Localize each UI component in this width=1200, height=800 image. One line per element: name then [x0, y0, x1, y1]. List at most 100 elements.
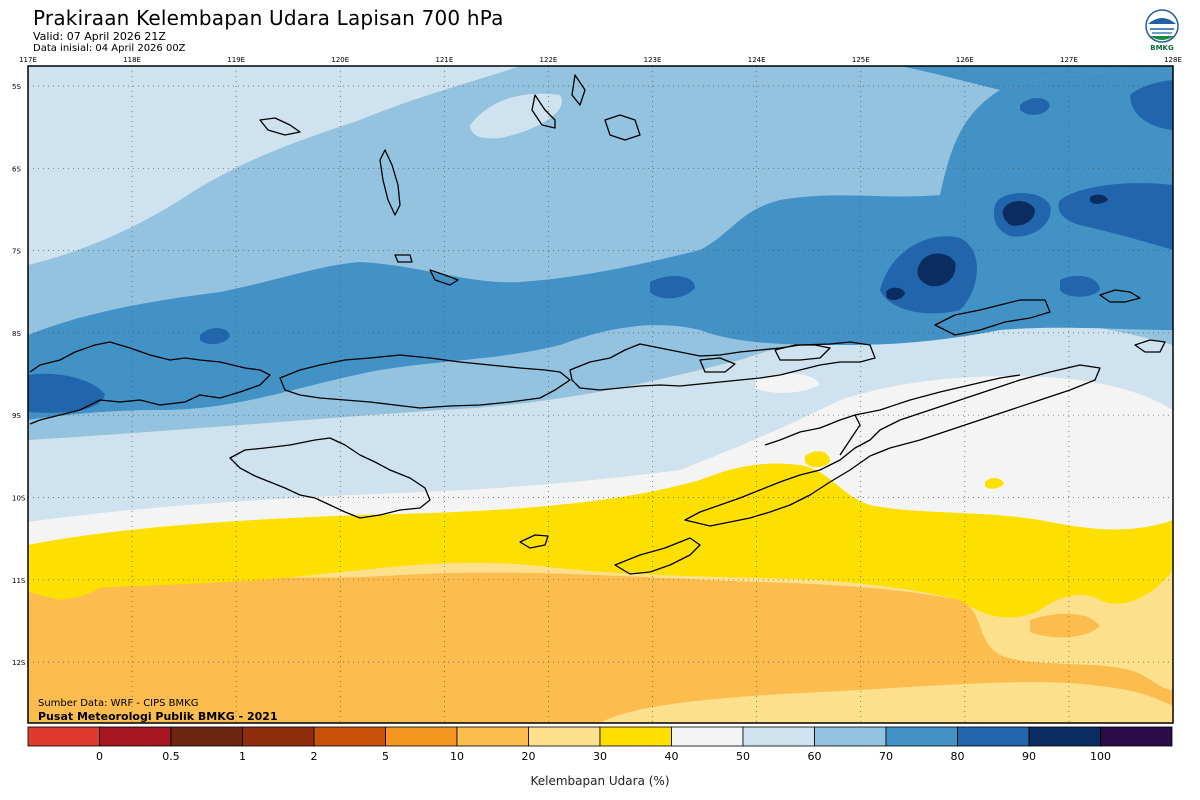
colorbar-swatch — [242, 726, 315, 747]
band-90-100-e — [1020, 97, 1050, 115]
latitude-label: 5S — [12, 83, 21, 91]
credit-text: Pusat Meteorologi Publik BMKG - 2021 — [38, 710, 278, 723]
band-40-50-patch — [985, 478, 1004, 489]
coast-sumbawa-east — [279, 354, 571, 409]
longitude-label: 117E — [19, 56, 37, 64]
colorbar-swatch — [957, 726, 1030, 747]
colorbar-tick-label: 60 — [808, 750, 822, 763]
coast-lembata — [699, 357, 736, 373]
longitude-label: 120E — [331, 56, 349, 64]
latitude-label: 10S — [12, 495, 26, 503]
colorbar-tick-label: 50 — [736, 750, 750, 763]
colorbar-tick-label: 70 — [879, 750, 893, 763]
colorbar-tick-label: 100 — [1090, 750, 1111, 763]
colorbar-swatch — [456, 726, 529, 747]
band-40-50-patch2 — [805, 451, 830, 468]
band-50-60-patch — [755, 373, 820, 393]
coast-wetar — [934, 299, 1051, 336]
coast-kep-tanimbar — [1099, 289, 1141, 303]
coast-timor-leste — [854, 374, 1021, 416]
colorbar-swatch — [1028, 726, 1101, 747]
longitude-label: 121E — [435, 56, 453, 64]
map-title: Prakiraan Kelembapan Udara Lapisan 700 h… — [33, 6, 504, 30]
longitude-label: 119E — [227, 56, 245, 64]
coast-sumba — [229, 437, 431, 519]
longitude-label: 126E — [956, 56, 974, 64]
valid-time: Valid: 07 April 2026 21Z — [33, 30, 166, 43]
longitude-label: 124E — [748, 56, 766, 64]
colorbar-tick-label: 0 — [96, 750, 103, 763]
band-90-100-g — [650, 276, 695, 299]
longitude-label: 122E — [540, 56, 558, 64]
colorbar-swatch — [170, 726, 243, 747]
band-90-100-i — [200, 327, 230, 345]
colorbar-swatch — [671, 726, 744, 747]
colorbar-tick-label: 80 — [951, 750, 965, 763]
longitude-label: 118E — [123, 56, 141, 64]
band-90-100-d — [1130, 80, 1173, 130]
coast-buton — [531, 94, 556, 129]
band-40-50 — [28, 463, 1173, 618]
init-time: Data inisial: 04 April 2026 00Z — [33, 43, 186, 54]
latitude-label: 12S — [12, 659, 26, 667]
band-40-50-left — [28, 560, 113, 600]
coast-sumbawa — [29, 341, 271, 425]
coast-west-islands — [259, 117, 301, 136]
bmkg-logo: BMKG — [1144, 8, 1188, 56]
band-90-100-c — [1058, 183, 1173, 250]
coast-babar — [1134, 339, 1166, 353]
colorbar-swatch — [99, 726, 172, 747]
colorbar-swatch — [885, 726, 958, 747]
bmkg-logo-text: BMKG — [1150, 44, 1174, 52]
band-20-30-patch — [1030, 613, 1100, 638]
humidity-field — [28, 66, 1173, 723]
graticule — [28, 66, 1173, 723]
longitude-label: 125E — [852, 56, 870, 64]
colorbar-tick-label: 0.5 — [162, 750, 180, 763]
colorbar-swatch — [1100, 726, 1173, 747]
coast-selayar — [429, 269, 459, 286]
band-60-70-northwest — [28, 66, 520, 265]
colorbar-swatch — [528, 726, 601, 747]
colorbar-swatch — [313, 726, 386, 747]
band-90-100-h — [1060, 275, 1100, 297]
bmkg-emblem-icon — [1145, 9, 1179, 43]
band-80-90 — [28, 71, 1173, 420]
coast-sulawesi — [379, 149, 401, 216]
longitude-label: 127E — [1060, 56, 1078, 64]
coast-timor — [684, 364, 1101, 527]
latitude-label: 9S — [12, 412, 21, 420]
colorbar-tick-label: 40 — [665, 750, 679, 763]
colorbar-tick-label: 10 — [450, 750, 464, 763]
band-80-90-east-ridge — [900, 66, 1173, 90]
coast-wakatobi — [604, 114, 641, 141]
latitude-label: 11S — [12, 577, 26, 585]
longitude-label: 123E — [644, 56, 662, 64]
colorbar-tick-label: 2 — [311, 750, 318, 763]
colorbar-swatch — [599, 726, 672, 747]
longitude-label: 128E — [1164, 56, 1182, 64]
data-source: Sumber Data: WRF - CIPS BMKG — [38, 698, 199, 709]
band-60-70-north — [470, 93, 562, 139]
band-100-d — [1090, 194, 1108, 204]
coast-kalao — [394, 254, 413, 263]
colorbar-swatch — [742, 726, 815, 747]
coast-rote — [614, 537, 701, 575]
band-100-b — [1002, 201, 1035, 226]
colorbar-tick-label: 5 — [382, 750, 389, 763]
coast-alor — [774, 344, 831, 361]
latitude-label: 6S — [12, 165, 21, 173]
band-30-40-tongue — [600, 682, 1173, 723]
coast-timor-border — [764, 414, 861, 456]
colorbar-tick-label: 20 — [522, 750, 536, 763]
colorbar-tick-label: 1 — [239, 750, 246, 763]
coastlines — [29, 74, 1166, 575]
band-100-a — [917, 253, 956, 287]
latitude-label: 7S — [12, 248, 21, 256]
coast-muna — [571, 74, 586, 106]
band-50-60 — [28, 376, 1173, 545]
colorbar-swatch — [27, 726, 100, 747]
colorbar-swatch — [385, 726, 458, 747]
band-20-30 — [28, 572, 1173, 723]
